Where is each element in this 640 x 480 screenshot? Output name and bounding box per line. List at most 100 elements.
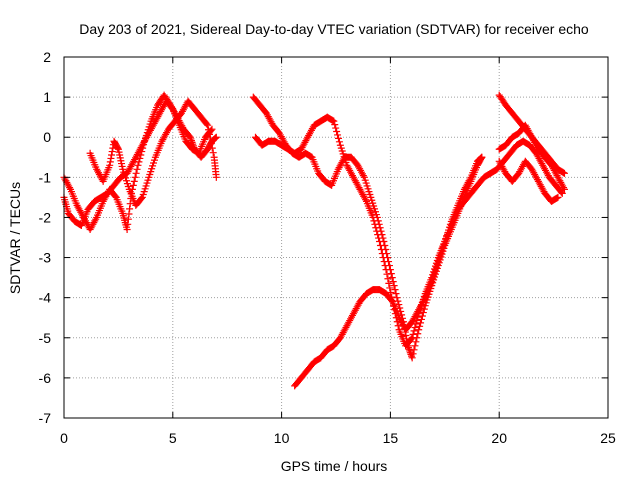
data-point (560, 184, 568, 192)
data-point (332, 124, 340, 132)
data-point (124, 215, 132, 223)
data-point (92, 215, 100, 223)
data-point (203, 120, 211, 128)
x-tick-label: 25 (600, 430, 616, 446)
data-point (411, 342, 419, 350)
data-point (418, 312, 426, 320)
chart-title: Day 203 of 2021, Sidereal Day-to-day VTE… (79, 21, 589, 37)
series-5 (251, 113, 566, 350)
data-point (106, 161, 114, 169)
data-point (362, 196, 370, 204)
data-point (207, 140, 215, 148)
data-point (333, 127, 341, 135)
data-point (187, 135, 195, 143)
data-point (132, 169, 140, 177)
data-point (383, 270, 391, 278)
data-point (376, 242, 384, 250)
data-point (392, 290, 400, 298)
data-point (391, 286, 399, 294)
x-tick-labels: 0 5 10 15 20 25 (60, 430, 616, 446)
data-point (408, 334, 416, 342)
data-point (206, 135, 214, 143)
axis-ticks (63, 56, 609, 419)
data-point (407, 335, 415, 343)
data-point (124, 220, 132, 228)
data-point (204, 121, 212, 129)
data-point (411, 323, 419, 331)
data-point (377, 246, 385, 254)
data-point (137, 195, 145, 203)
data-point (420, 295, 428, 303)
data-point (560, 169, 568, 177)
data-point (208, 144, 216, 152)
data-point (126, 205, 134, 213)
series-3 (86, 97, 220, 209)
data-point (386, 284, 394, 292)
data-point (381, 262, 389, 270)
data-point (212, 173, 220, 181)
data-point (335, 138, 343, 146)
data-point (373, 227, 381, 235)
data-point (408, 354, 416, 362)
data-point (375, 234, 383, 242)
data-point (123, 225, 131, 233)
data-point (331, 121, 339, 129)
data-point (410, 327, 418, 335)
y-tick-label: -5 (39, 330, 52, 346)
y-tick-label: -6 (39, 370, 52, 386)
data-point (409, 350, 417, 358)
data-point (372, 224, 380, 232)
x-tick-label: 20 (491, 430, 507, 446)
series-8 (495, 121, 568, 193)
data-point (466, 175, 474, 183)
data-point (388, 274, 396, 282)
data-point (108, 151, 116, 159)
y-tick-label: -4 (39, 290, 52, 306)
y-tick-label: -3 (39, 250, 52, 266)
data-point (205, 126, 213, 134)
data-point (417, 319, 425, 327)
data-point (106, 158, 114, 166)
x-axis-label: GPS time / hours (281, 458, 388, 474)
data-point (382, 266, 390, 274)
data-point (107, 154, 115, 162)
data-point (478, 153, 486, 161)
data-point (554, 193, 562, 201)
data-points (60, 91, 568, 390)
data-point (389, 278, 397, 286)
data-point (384, 275, 392, 283)
data-point (205, 130, 213, 138)
data-point (114, 144, 122, 152)
data-point (134, 161, 142, 169)
grid-lines (64, 57, 608, 418)
y-tick-label: 2 (43, 49, 51, 65)
y-tick-labels: 2 1 0 -1 -2 -3 -4 -5 -6 -7 (39, 49, 52, 426)
data-point (376, 238, 384, 246)
y-tick-label: 0 (43, 129, 51, 145)
y-tick-label: 1 (43, 89, 51, 105)
data-point (212, 133, 220, 141)
y-tick-label: -1 (39, 169, 52, 185)
data-point (334, 131, 342, 139)
data-point (558, 189, 566, 197)
plot-frame (63, 56, 609, 419)
y-tick-label: -7 (39, 410, 52, 426)
x-tick-label: 15 (383, 430, 399, 446)
series-6 (291, 153, 486, 390)
y-axis-label: SDTVAR / TECUs (7, 182, 23, 294)
data-point (416, 322, 424, 330)
data-point (130, 177, 138, 185)
data-point (378, 250, 386, 258)
data-point (133, 165, 141, 173)
data-point (186, 133, 194, 141)
data-point (66, 184, 74, 192)
x-tick-label: 10 (274, 430, 290, 446)
data-point (369, 213, 377, 221)
data-point (129, 181, 137, 189)
data-point (385, 279, 393, 287)
data-point (417, 315, 425, 323)
data-point (209, 149, 217, 157)
data-point (359, 172, 367, 180)
data-point (108, 148, 116, 156)
